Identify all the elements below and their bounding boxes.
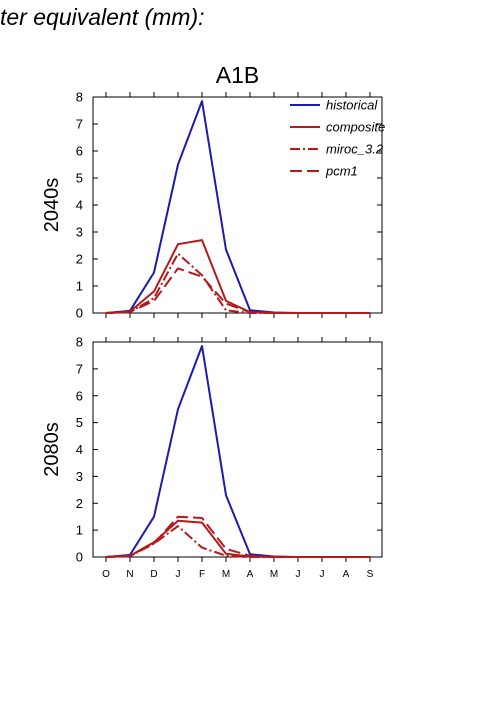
series-line-miroc-3-2 [105,525,370,558]
y-tick-label: 0 [76,306,83,321]
y-tick-label: 4 [76,442,83,457]
legend-label: historical [326,98,378,113]
y-tick-label: 1 [76,523,83,538]
series-line-miroc-3-2 [105,252,370,314]
x-tick-label: N [126,569,133,580]
scenario-title: A1B [216,62,259,88]
y-tick-label: 0 [76,550,83,565]
row-label: 2080s [41,422,63,477]
x-tick-label: M [270,569,278,580]
legend-label: composite [326,120,385,135]
y-tick-label: 2 [76,252,83,267]
y-tick-label: 3 [76,225,83,240]
y-tick-label: 8 [76,335,83,350]
y-tick-label: 7 [76,117,83,132]
y-tick-label: 3 [76,469,83,484]
panel-2040s: 0 1 2 3 4 5 6 7 8 2040s historical composite miroc_3… [41,90,385,321]
x-tick-label: J [320,569,325,580]
panel-2080s: 0 1 2 3 4 5 6 7 8 O N D J F M A M J J A S 2080s [41,335,383,580]
x-tick-label: S [367,569,374,580]
legend-label: pcm1 [325,164,358,179]
y-tick-label: 4 [76,198,83,213]
x-tick-label: A [343,569,350,580]
y-tick-label: 6 [76,388,83,403]
legend: historical composite miroc_3.2 pcm1 [290,98,385,179]
series-line-pcm1 [105,515,370,558]
x-tick-label: A [247,569,254,580]
y-tick-label: 1 [76,279,83,294]
x-tick-label: D [150,569,157,580]
x-tick-label: M [222,569,230,580]
y-tick-label: 5 [76,415,83,430]
series-line-historical [105,345,370,558]
y-tick-label: 5 [76,171,83,186]
y-tick-label: 8 [76,90,83,105]
y-tick-label: 7 [76,361,83,376]
x-tick-label: O [102,569,110,580]
x-tick-label: J [296,569,301,580]
y-tick-label: 2 [76,496,83,511]
y-tick-label: 6 [76,144,83,159]
page-title: ter equivalent (mm): [0,4,205,30]
x-tick-label: J [176,569,181,580]
row-label: 2040s [41,178,63,233]
x-tick-label: F [199,569,205,580]
legend-label: miroc_3.2 [326,142,384,157]
